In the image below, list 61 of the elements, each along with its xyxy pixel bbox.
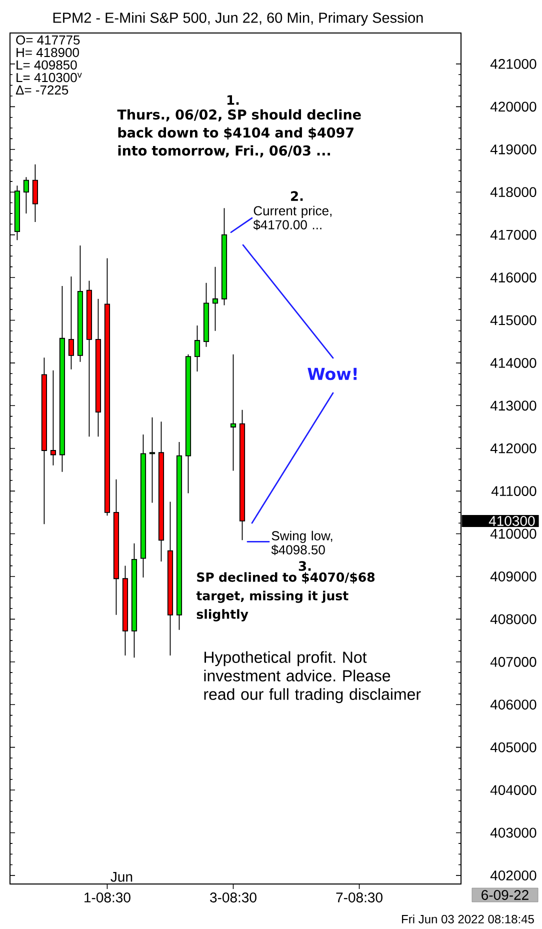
text: 410300 [488,516,535,526]
candlestick [95,298,102,438]
candlestick [140,434,146,578]
candlestick [41,357,47,525]
y-tick-label: 418000 [490,187,536,198]
annotation: Hypothetical profit. Not investment advice. Please read our full trading disclaimer [204,651,421,704]
y-tick-label: 409000 [490,572,536,582]
annotation: L= 410300$^{v}$ [16,72,82,82]
candlestick [14,185,20,241]
candlestick [158,421,164,562]
annotation: Jun [110,872,132,882]
candlestick [176,441,182,630]
y-tick-label: 406000 [490,700,536,710]
y-tick-label: 417000 [490,230,536,240]
candlestick [113,478,120,616]
y-tick-label: 421000 [490,58,536,69]
y-tick-label: 414000 [490,358,536,368]
y-tick-label: 419000 [490,144,536,154]
candlestick [32,164,38,222]
annotation: L= 409850 [16,60,77,70]
text: Fri Jun 03 2022 08:18:45 [402,914,534,924]
annotation: O= 417775 [16,35,80,45]
y-tick-label: 402000 [490,870,536,880]
y-tick-label: 415000 [490,315,536,326]
candlestick [77,245,84,362]
annotation: Δ= -7225 [16,85,68,95]
candlestick [122,565,128,656]
text: 6-09-22 [482,890,528,900]
annotation: Thurs., 06/02, SP should decline back down to $4104 and $4097 into tomorrow, Fri., 06/03 ... [117,109,361,158]
y-tick-label: 413000 [490,400,536,411]
y-tick-label: 408000 [490,614,536,624]
candlestick [221,208,228,306]
chart-title: EPM2 - E-Mini S&P 500, Jun 22, 60 Min, Primary Session [53,12,423,26]
y-tick-label: 407000 [490,656,536,667]
annotation: Current price, $4170.00 ... [253,206,332,230]
annotation: Swing low, $4098.50 [271,530,332,556]
x-tick-label: 1-08:30 [84,892,130,902]
annotation: Wow! [308,368,357,380]
candlestick [239,409,246,541]
x-tick-label: 3-08:30 [210,892,256,902]
candlestick [59,286,66,472]
annotation: 2. [291,191,303,201]
annotation: 3. [298,561,311,571]
x-tick-label: 7-08:30 [336,892,382,902]
candlestick [194,325,200,372]
y-tick-label: 412000 [490,443,536,454]
annotation: H= 418900 [16,48,79,58]
annotation: SP declined to $4070/$68 target, missing it just slightly [196,572,375,622]
y-tick-label: 410000 [490,528,536,539]
y-tick-label: 403000 [490,828,536,838]
candlestick [203,282,210,348]
y-tick-label: 420000 [490,102,536,112]
y-tick-label: 404000 [490,785,536,795]
candlestick [185,354,192,494]
candlestick [104,258,110,516]
candlestick [167,501,174,656]
candlestick [131,542,138,658]
y-tick-label: 405000 [490,742,536,752]
y-tick-label: 411000 [491,486,536,496]
annotation: 1. [227,95,239,105]
y-tick-label: 416000 [490,272,536,282]
